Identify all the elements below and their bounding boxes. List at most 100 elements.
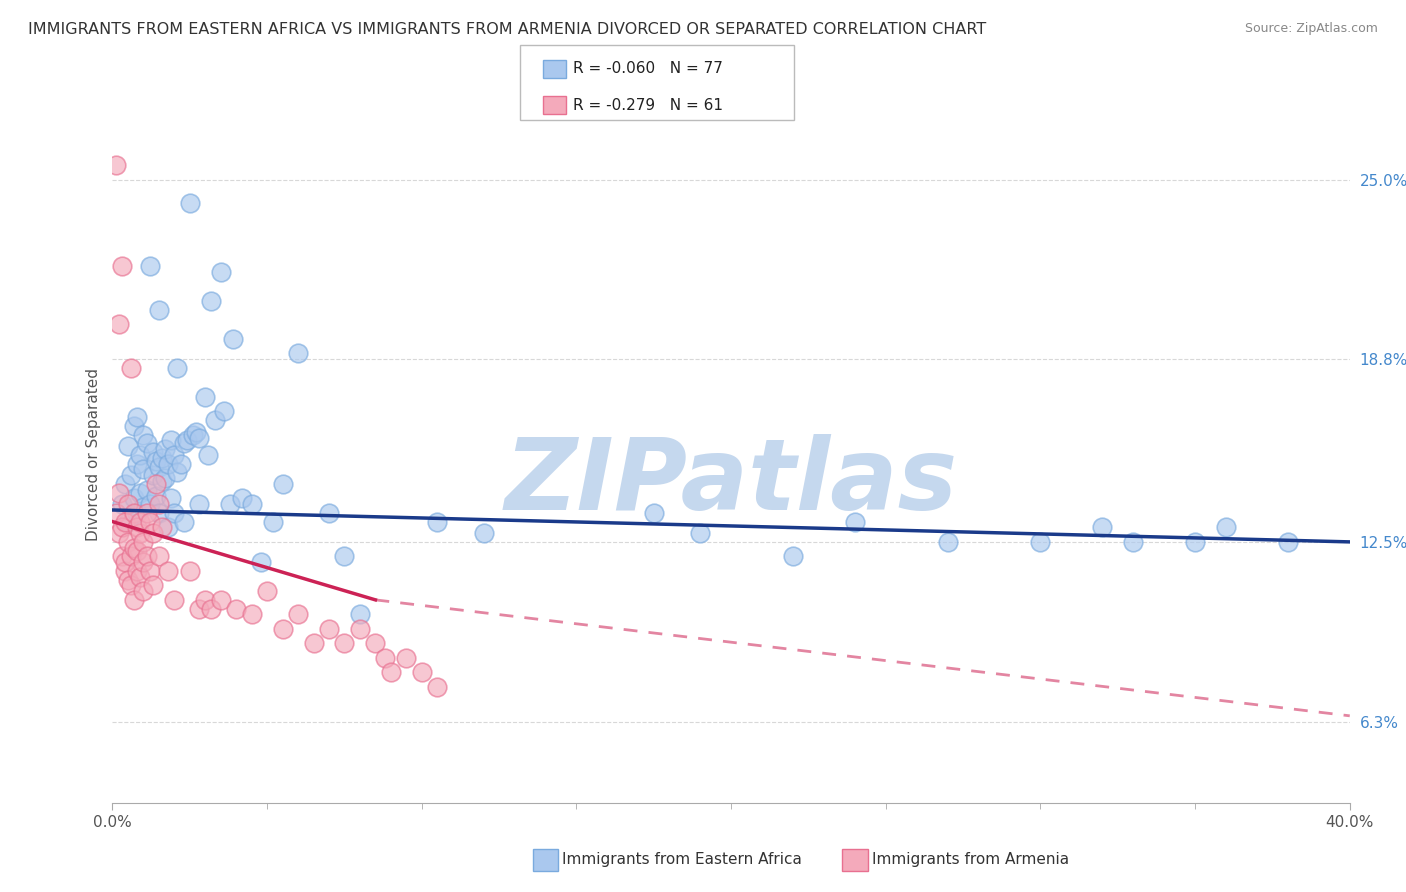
- Point: [1122, 534, 1144, 549]
- Point: [114, 515, 136, 529]
- Point: [127, 506, 149, 520]
- Point: [395, 651, 418, 665]
- Point: [111, 549, 134, 564]
- Point: [148, 549, 170, 564]
- Point: [138, 564, 160, 578]
- Point: [127, 410, 149, 425]
- Point: [231, 491, 253, 506]
- Point: [138, 497, 160, 511]
- Point: [188, 601, 211, 615]
- Point: [117, 573, 139, 587]
- Point: [374, 651, 396, 665]
- Point: [114, 476, 136, 491]
- Point: [287, 607, 309, 622]
- Point: [127, 457, 149, 471]
- Point: [173, 436, 195, 450]
- Point: [142, 526, 165, 541]
- Point: [318, 622, 340, 636]
- Point: [127, 520, 149, 534]
- Point: [219, 497, 242, 511]
- Point: [120, 361, 142, 376]
- Point: [1029, 534, 1052, 549]
- Point: [132, 534, 155, 549]
- Point: [200, 294, 222, 309]
- Point: [349, 622, 371, 636]
- Point: [333, 549, 356, 564]
- Point: [240, 497, 263, 511]
- Point: [153, 471, 176, 485]
- Y-axis label: Divorced or Separated: Divorced or Separated: [86, 368, 101, 541]
- Point: [176, 434, 198, 448]
- Point: [689, 526, 711, 541]
- Text: Immigrants from Eastern Africa: Immigrants from Eastern Africa: [562, 853, 803, 867]
- Point: [160, 434, 183, 448]
- Point: [200, 601, 222, 615]
- Point: [138, 260, 160, 274]
- Point: [212, 404, 235, 418]
- Text: R = -0.279   N = 61: R = -0.279 N = 61: [572, 98, 723, 112]
- Point: [318, 506, 340, 520]
- Point: [122, 506, 145, 520]
- Point: [173, 515, 195, 529]
- Point: [120, 468, 142, 483]
- Point: [129, 515, 152, 529]
- Point: [782, 549, 804, 564]
- Point: [142, 468, 165, 483]
- Point: [163, 592, 186, 607]
- Point: [135, 506, 157, 520]
- Point: [104, 506, 127, 520]
- Point: [142, 578, 165, 592]
- Point: [194, 390, 217, 404]
- Point: [150, 520, 173, 534]
- Point: [145, 453, 167, 467]
- Point: [129, 526, 152, 541]
- Point: [204, 413, 226, 427]
- Point: [1184, 534, 1206, 549]
- Point: [117, 439, 139, 453]
- Point: [127, 543, 149, 558]
- Point: [132, 500, 155, 514]
- Point: [122, 491, 145, 506]
- Point: [1091, 520, 1114, 534]
- Point: [197, 448, 219, 462]
- Point: [122, 419, 145, 434]
- Point: [364, 636, 387, 650]
- Point: [107, 526, 129, 541]
- Point: [472, 526, 495, 541]
- Point: [262, 515, 284, 529]
- Point: [142, 445, 165, 459]
- Point: [936, 534, 959, 549]
- Point: [145, 489, 167, 503]
- Point: [1215, 520, 1237, 534]
- Point: [153, 442, 176, 457]
- Point: [271, 476, 294, 491]
- Text: Source: ZipAtlas.com: Source: ZipAtlas.com: [1244, 22, 1378, 36]
- Point: [380, 665, 402, 680]
- Point: [287, 346, 309, 360]
- Point: [148, 497, 170, 511]
- Point: [166, 466, 188, 480]
- Point: [844, 515, 866, 529]
- Text: Immigrants from Armenia: Immigrants from Armenia: [872, 853, 1069, 867]
- Point: [148, 303, 170, 318]
- Text: IMMIGRANTS FROM EASTERN AFRICA VS IMMIGRANTS FROM ARMENIA DIVORCED OR SEPARATED : IMMIGRANTS FROM EASTERN AFRICA VS IMMIGR…: [28, 22, 987, 37]
- Point: [114, 555, 136, 569]
- Point: [179, 195, 201, 210]
- Point: [120, 578, 142, 592]
- Point: [256, 584, 278, 599]
- Point: [225, 601, 247, 615]
- Point: [148, 459, 170, 474]
- Point: [117, 534, 139, 549]
- Point: [132, 427, 155, 442]
- Point: [127, 564, 149, 578]
- Point: [145, 476, 167, 491]
- Point: [188, 497, 211, 511]
- Point: [107, 318, 129, 332]
- Text: R = -0.060   N = 77: R = -0.060 N = 77: [572, 62, 723, 76]
- Point: [135, 436, 157, 450]
- Point: [132, 584, 155, 599]
- Point: [132, 555, 155, 569]
- Point: [107, 485, 129, 500]
- Point: [120, 549, 142, 564]
- Point: [222, 332, 245, 346]
